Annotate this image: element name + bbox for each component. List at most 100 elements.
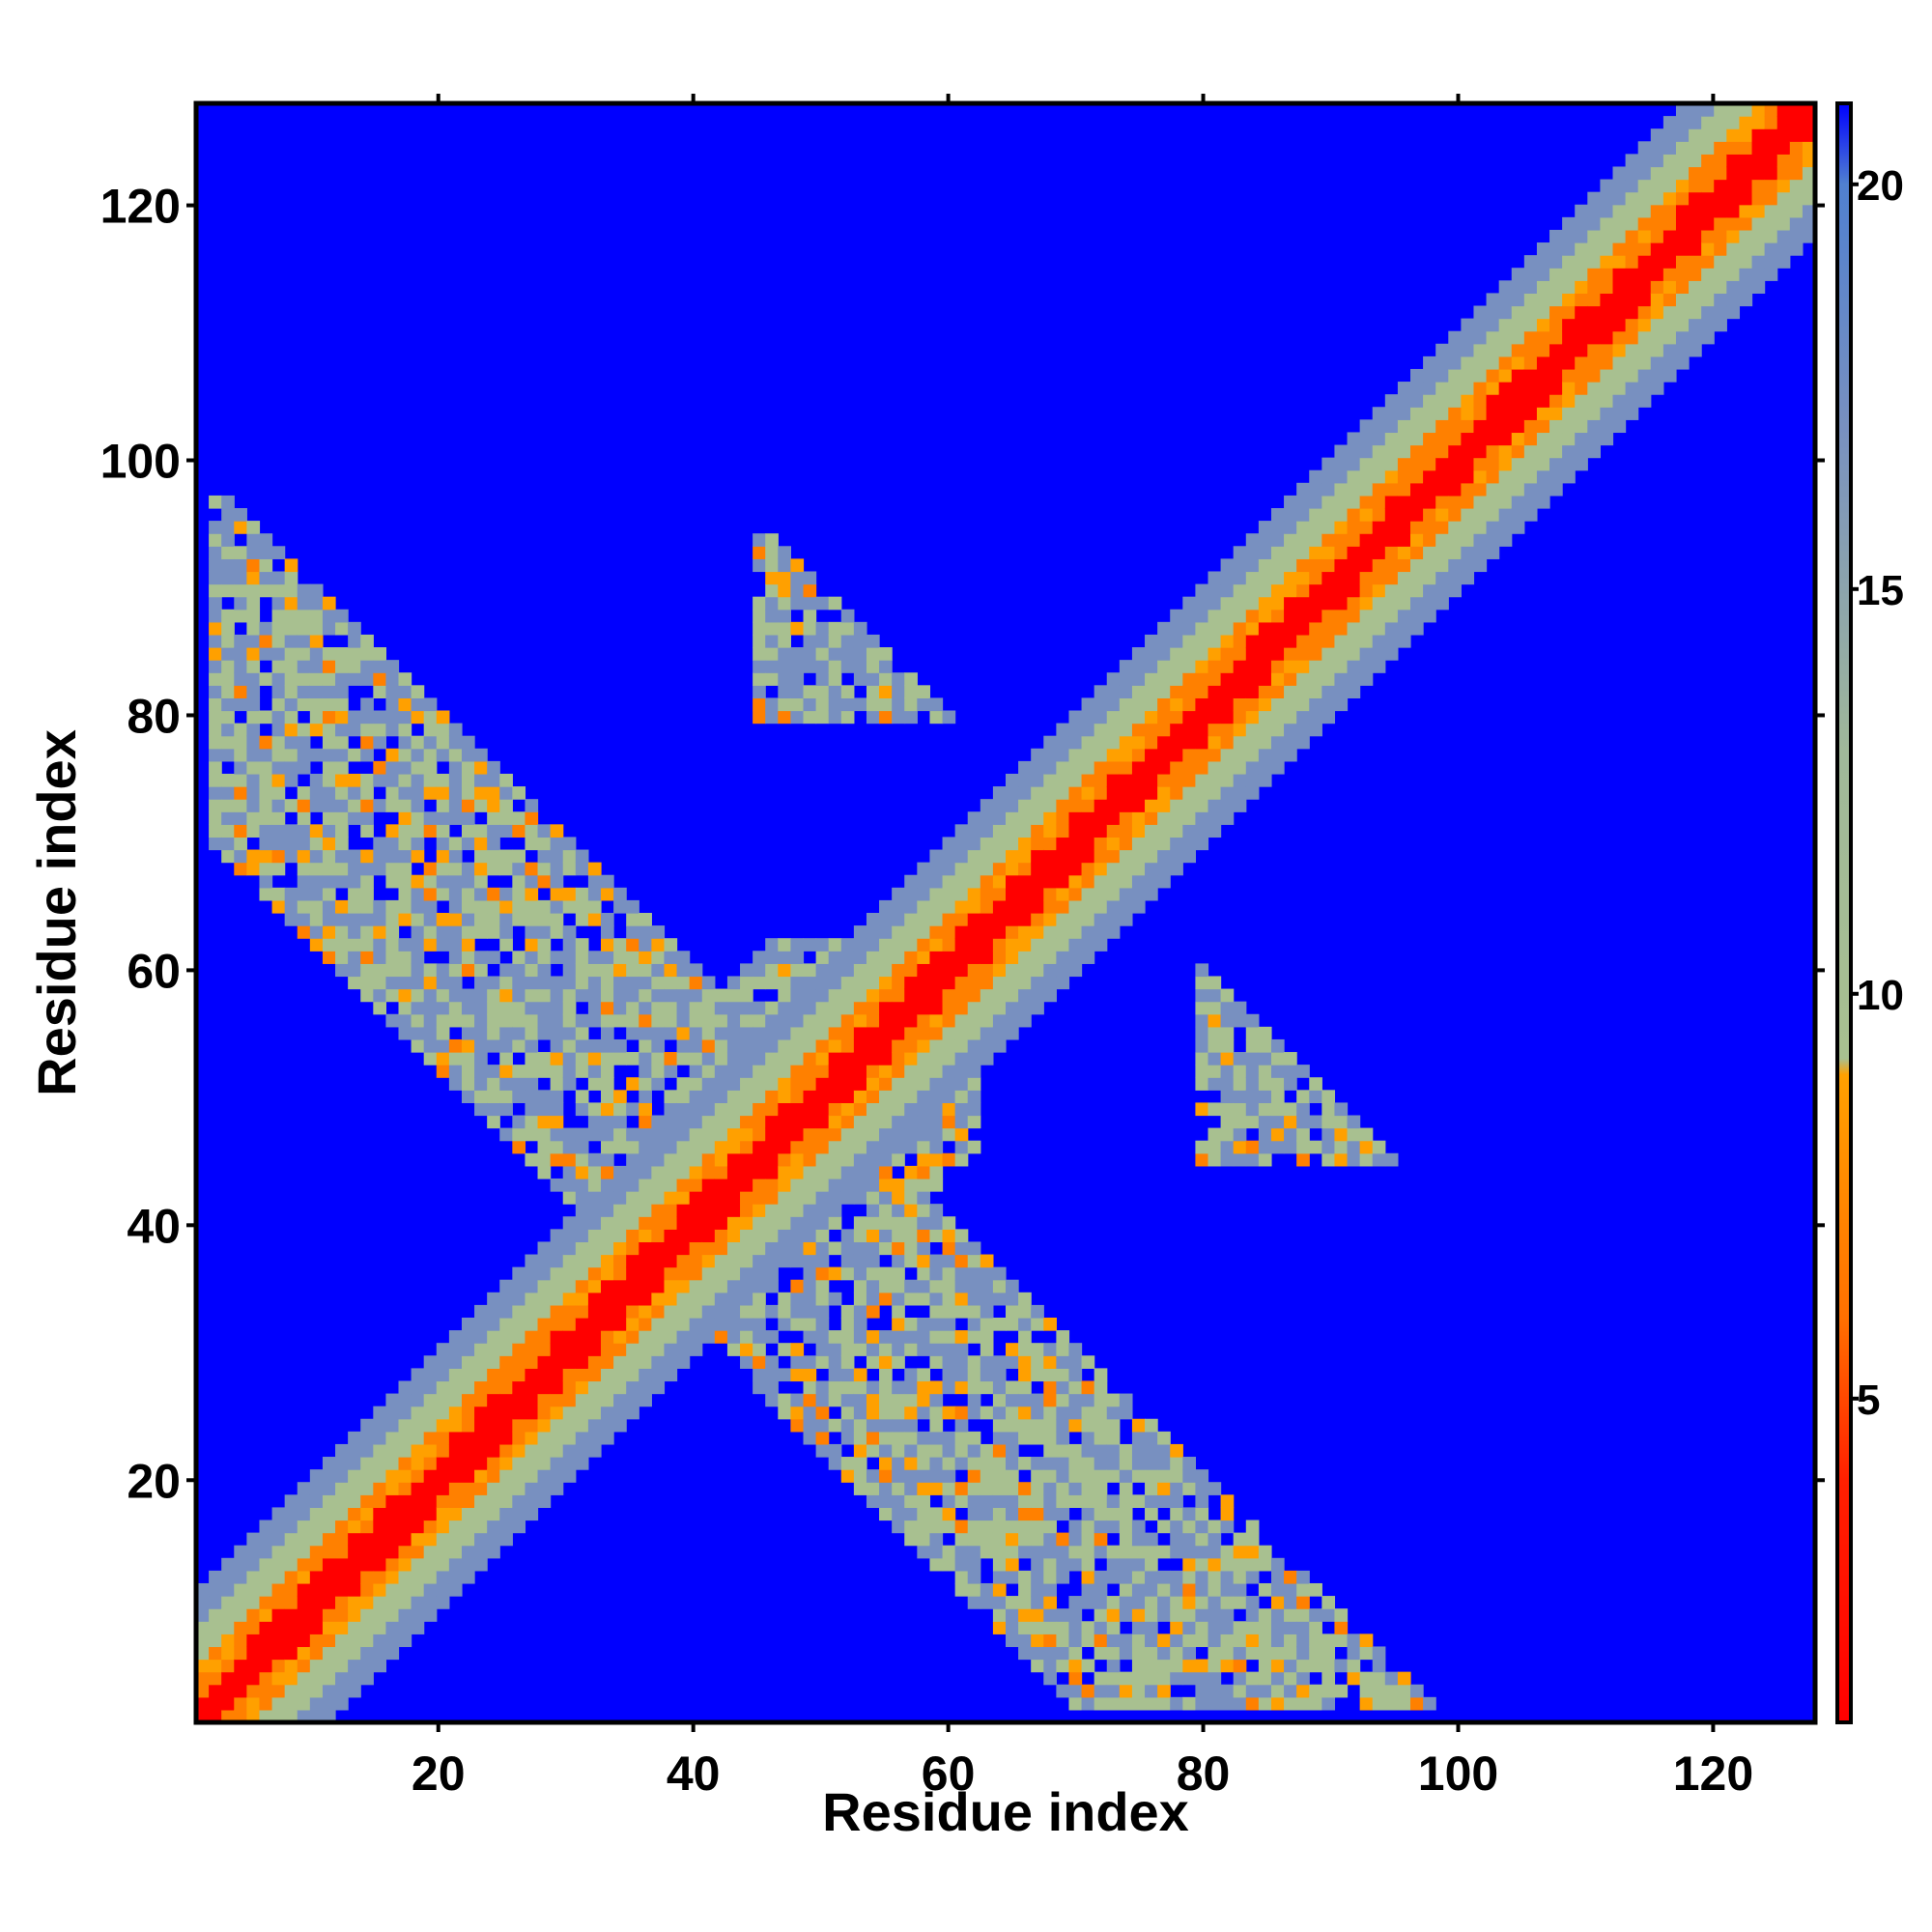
heatmap-cell — [753, 609, 766, 623]
heatmap-cell — [309, 660, 324, 673]
heatmap-cell — [651, 976, 666, 990]
heatmap-cell — [967, 1469, 981, 1483]
heatmap-cell — [246, 1582, 261, 1597]
heatmap-cell — [1043, 1406, 1057, 1420]
heatmap-cell — [904, 1368, 918, 1382]
heatmap-cell — [1131, 735, 1146, 750]
heatmap-cell — [917, 925, 931, 939]
heatmap-cell — [309, 773, 324, 787]
heatmap-cell — [1689, 216, 1702, 231]
heatmap-cell — [348, 1634, 361, 1648]
heatmap-cell — [373, 1608, 386, 1622]
heatmap-cell — [1056, 1343, 1070, 1356]
heatmap-cell — [1081, 1684, 1095, 1698]
heatmap-cell — [1094, 799, 1108, 812]
heatmap-cell — [1562, 382, 1576, 395]
heatmap-cell — [1145, 849, 1158, 864]
heatmap-cell — [613, 1038, 627, 1053]
heatmap-cell — [1195, 1684, 1209, 1698]
heatmap-cell — [1106, 1431, 1121, 1445]
heatmap-cell — [1423, 419, 1436, 434]
heatmap-cell — [676, 1013, 691, 1028]
heatmap-cell — [271, 583, 286, 598]
heatmap-cell — [1157, 760, 1171, 775]
heatmap-cell — [917, 938, 931, 952]
heatmap-cell — [853, 1052, 867, 1065]
heatmap-cell — [575, 1052, 589, 1065]
heatmap-cell — [398, 1418, 412, 1433]
heatmap-cell — [335, 1482, 349, 1495]
heatmap-cell — [853, 1482, 867, 1495]
heatmap-cell — [1006, 1318, 1019, 1331]
heatmap-cell — [853, 938, 867, 952]
heatmap-cell — [234, 799, 247, 812]
heatmap-cell — [1397, 546, 1411, 559]
heatmap-cell — [1347, 457, 1361, 471]
heatmap-cell — [1182, 1634, 1196, 1648]
heatmap-cell — [1081, 735, 1095, 750]
heatmap-cell — [1018, 1292, 1032, 1306]
heatmap-cell — [297, 925, 311, 939]
heatmap-cell — [929, 1140, 944, 1154]
heatmap-cell — [942, 1431, 956, 1445]
heatmap-cell — [348, 1457, 361, 1470]
heatmap-cell — [550, 1304, 564, 1319]
heatmap-cell — [828, 1330, 842, 1344]
heatmap-cell — [474, 849, 488, 864]
heatmap-cell — [360, 748, 374, 762]
heatmap-cell — [1461, 508, 1475, 522]
heatmap-cell — [1094, 849, 1108, 864]
heatmap-cell — [879, 899, 893, 914]
heatmap-cell — [853, 951, 867, 964]
heatmap-cell — [815, 660, 830, 673]
heatmap-cell — [740, 1038, 753, 1053]
heatmap-cell — [992, 1368, 1007, 1382]
heatmap-cell — [892, 976, 905, 990]
heatmap-cell — [297, 1582, 311, 1597]
heatmap-cell — [1296, 521, 1310, 534]
heatmap-cell — [892, 710, 905, 724]
heatmap-cell — [753, 1115, 766, 1129]
heatmap-cell — [664, 1090, 678, 1103]
heatmap-cell — [892, 1090, 905, 1103]
heatmap-cell — [954, 1140, 969, 1154]
heatmap-cell — [1334, 1115, 1349, 1129]
heatmap-cell — [587, 976, 602, 990]
heatmap-cell — [1068, 1368, 1083, 1382]
heatmap-cell — [448, 723, 463, 737]
heatmap-cell — [1309, 1608, 1322, 1622]
heatmap-cell — [309, 1684, 324, 1698]
heatmap-cell — [1662, 204, 1677, 218]
heatmap-cell — [1145, 1621, 1158, 1634]
heatmap-cell — [1006, 887, 1019, 901]
heatmap-cell — [1220, 811, 1235, 825]
heatmap-cell — [828, 1443, 842, 1458]
heatmap-cell — [1675, 166, 1690, 181]
heatmap-cell — [385, 1431, 400, 1445]
heatmap-cell — [209, 824, 222, 838]
heatmap-cell — [360, 735, 374, 750]
heatmap-cell — [639, 1254, 652, 1268]
heatmap-cell — [1068, 887, 1083, 901]
heatmap-cell — [929, 1355, 944, 1369]
heatmap-cell — [373, 862, 386, 876]
heatmap-cell — [575, 1393, 589, 1407]
heatmap-cell — [1612, 268, 1627, 281]
heatmap-cell — [929, 951, 944, 964]
heatmap-cell — [1220, 1001, 1235, 1015]
heatmap-cell — [373, 735, 386, 750]
heatmap-cell — [1208, 1013, 1222, 1028]
heatmap-cell — [1018, 938, 1032, 952]
heatmap-cell — [626, 1165, 639, 1179]
heatmap-cell — [209, 660, 222, 673]
heatmap-cell — [1473, 495, 1488, 509]
heatmap-cell — [626, 1026, 639, 1040]
heatmap-cell — [209, 1671, 222, 1686]
heatmap-cell — [651, 1318, 666, 1331]
heatmap-cell — [929, 862, 944, 876]
heatmap-cell — [398, 1582, 412, 1597]
y-tick-label: 100 — [100, 435, 181, 489]
heatmap-cell — [701, 976, 716, 990]
heatmap-cell — [398, 811, 412, 825]
heatmap-cell — [525, 1469, 539, 1483]
